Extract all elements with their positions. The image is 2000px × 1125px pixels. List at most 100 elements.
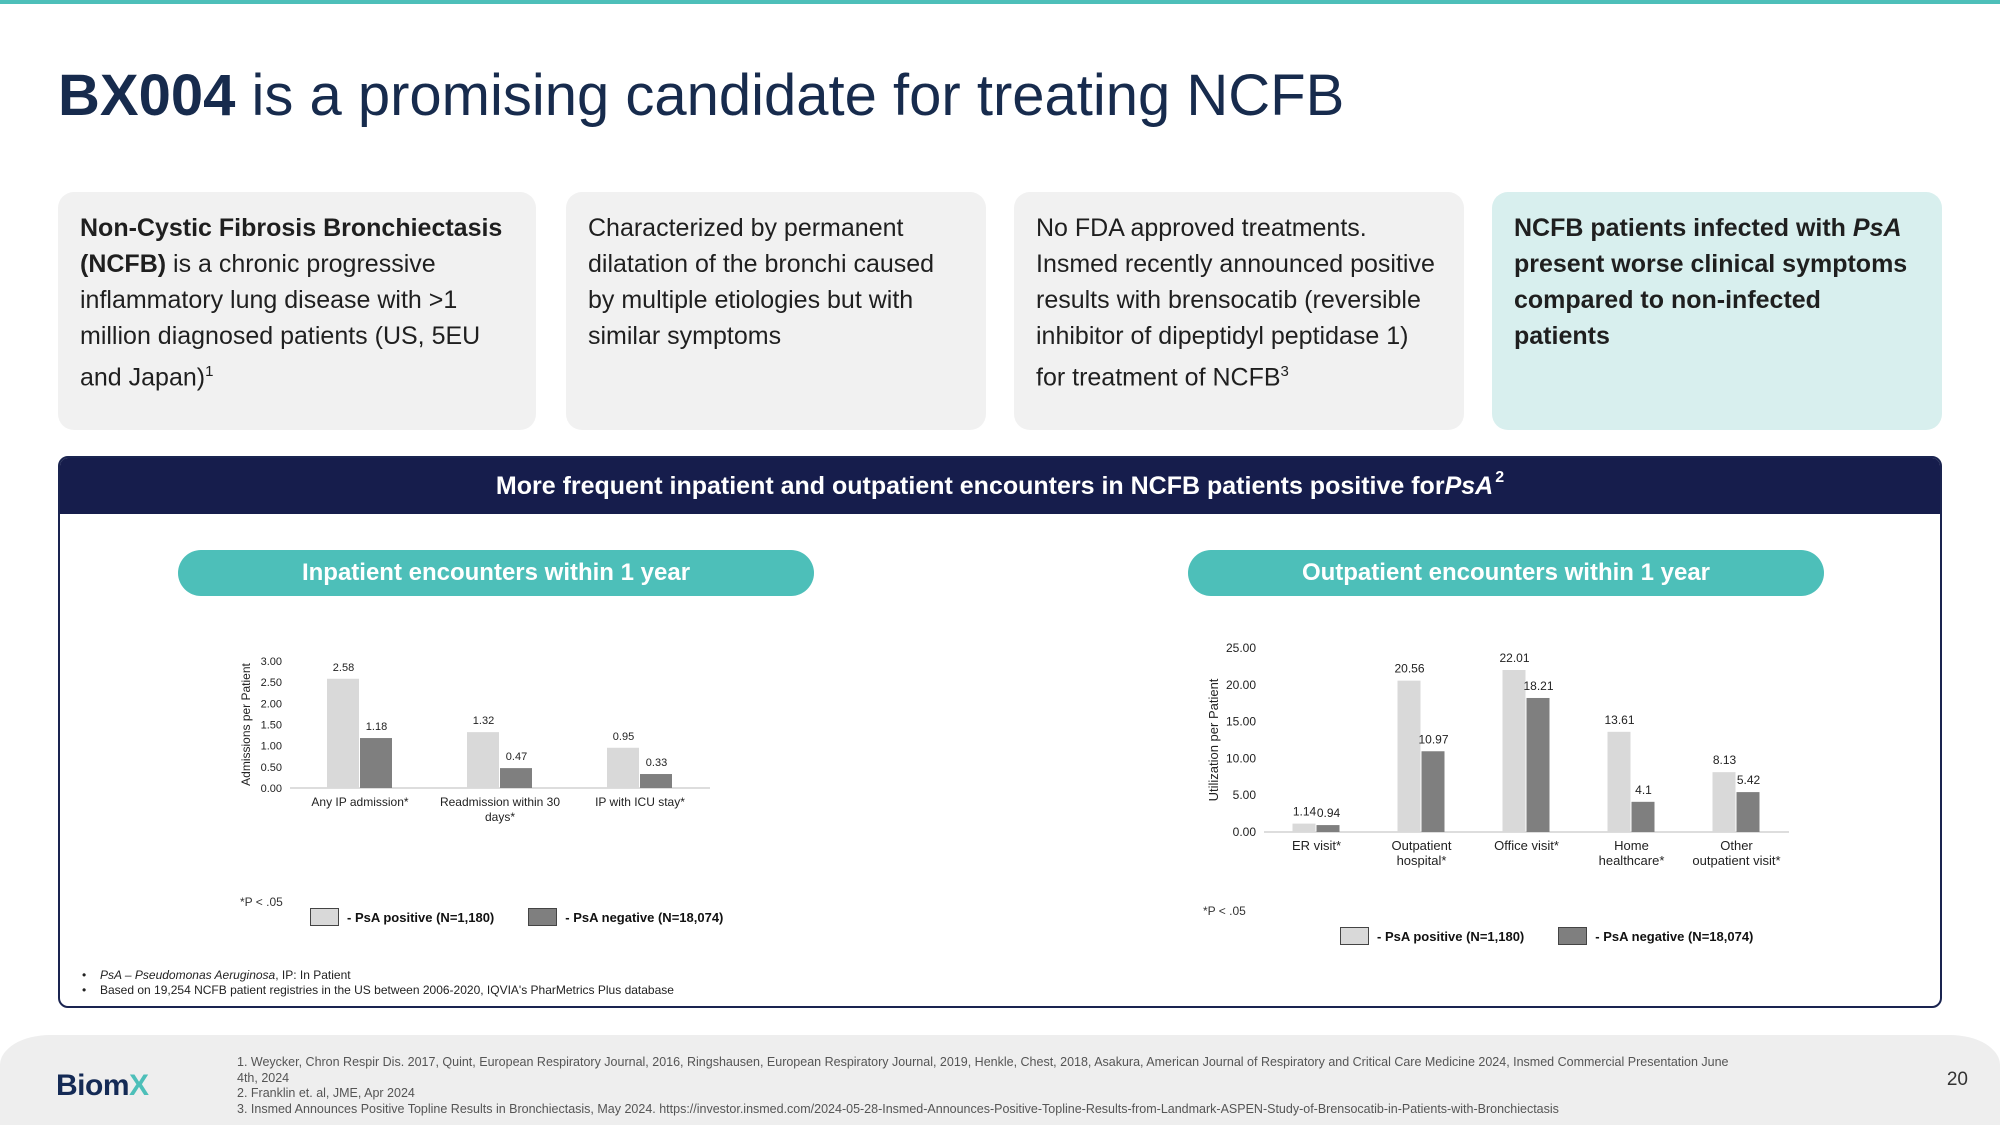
page-title: BX004 is a promising candidate for treat… bbox=[58, 62, 1344, 129]
legend-positive-label: - PsA positive (N=1,180) bbox=[1377, 928, 1525, 944]
bar bbox=[500, 768, 532, 788]
note-row: • PsA – Pseudomonas Aeruginosa, IP: In Pa… bbox=[82, 968, 351, 982]
y-axis-label: Admissions per Patient bbox=[239, 662, 253, 785]
bar bbox=[1397, 680, 1421, 832]
bar-value-label: 10.97 bbox=[1418, 732, 1448, 746]
bar bbox=[1631, 801, 1655, 832]
x-tick-label: hospital* bbox=[1397, 853, 1447, 868]
outpatient-chart-title: Outpatient encounters within 1 year bbox=[1301, 559, 1711, 586]
bar bbox=[1502, 670, 1526, 832]
bar bbox=[1292, 823, 1316, 832]
inpatient-chart-svg: Admissions per Patient 3.00 2.50 2.00 1.50 1.… bbox=[239, 656, 710, 824]
y-tick-label: 1.50 bbox=[261, 720, 282, 732]
legend-positive: - PsA positive (N=1,180) bbox=[310, 908, 494, 926]
y-tick-label: 0.00 bbox=[1233, 825, 1257, 839]
inpatient-chart: Admissions per Patient 3.00 2.50 2.00 1.50 1.… bbox=[230, 636, 830, 866]
bar bbox=[1607, 731, 1631, 832]
bar-value-label: 4.1 bbox=[1635, 783, 1652, 797]
card-4-part1: NCFB patients infected with bbox=[1514, 214, 1853, 242]
legend-negative-swatch bbox=[528, 908, 558, 926]
outpatient-chart-svg: Utilization per Patient 25.00 20.00 15.00 10… bbox=[1206, 641, 1789, 868]
y-tick-label: 20.00 bbox=[1226, 678, 1256, 692]
bar bbox=[467, 732, 499, 788]
panel-title: More frequent inpatient and outpatient e… bbox=[495, 471, 1445, 500]
encounters-panel: More frequent inpatient and outpatient e… bbox=[58, 456, 1942, 1008]
inpatient-legend: - PsA positive (N=1,180) - PsA negative … bbox=[310, 908, 757, 926]
bar-value-label: 2.58 bbox=[333, 662, 354, 674]
x-tick-label: Any IP admission* bbox=[311, 795, 408, 809]
bar bbox=[1526, 697, 1550, 832]
references: 1. Weycker, Chron Respir Dis. 2017, Quin… bbox=[237, 1055, 1737, 1117]
legend-negative-label: - PsA negative (N=18,074) bbox=[565, 909, 724, 925]
reference-3: 3. Insmed Announces Positive Topline Res… bbox=[237, 1101, 1559, 1116]
card-1-bold: Non-Cystic Fibrosis Bronchiectasis (NCFB… bbox=[80, 214, 503, 278]
legend-positive-swatch bbox=[1340, 927, 1369, 945]
legend-positive-label: - PsA positive (N=1,180) bbox=[347, 909, 495, 925]
inpatient-pvalue-note: *P < .05 bbox=[240, 895, 283, 909]
card-3-sup: 3 bbox=[1280, 363, 1289, 380]
y-tick-label: 3.00 bbox=[261, 656, 282, 668]
inpatient-chart-title: Inpatient encounters within 1 year bbox=[301, 559, 691, 586]
logo-main: Biom bbox=[56, 1069, 130, 1102]
bar bbox=[640, 774, 672, 788]
y-tick-label: 2.50 bbox=[261, 677, 282, 689]
y-tick-label: 1.00 bbox=[261, 741, 282, 753]
x-tick-label: days* bbox=[485, 810, 515, 824]
title-rest: is a promising candidate for treating NC… bbox=[235, 63, 1345, 128]
card-4-italic: PsA bbox=[1852, 214, 1902, 242]
reference-2: 2. Franklin et. al, JME, Apr 2024 bbox=[237, 1086, 415, 1100]
legend-negative-label: - PsA negative (N=18,074) bbox=[1595, 928, 1754, 944]
panel-header: More frequent inpatient and outpatient e… bbox=[60, 458, 1940, 514]
y-tick-label: 0.00 bbox=[261, 783, 282, 795]
bar bbox=[1712, 772, 1736, 832]
y-tick-label: 25.00 bbox=[1226, 641, 1256, 655]
panel-title-italic: PsA bbox=[1444, 471, 1494, 500]
outpatient-pvalue-note: *P < .05 bbox=[1203, 904, 1246, 918]
card-1-text: is a chronic progressive inflammatory lu… bbox=[80, 250, 481, 392]
card-1-sup: 1 bbox=[205, 363, 214, 380]
inpatient-pill: Inpatient encounters within 1 year bbox=[178, 550, 814, 596]
bar bbox=[327, 678, 359, 788]
x-tick-label: Other bbox=[1720, 838, 1753, 853]
bar bbox=[1316, 825, 1340, 832]
note-row: • Based on 19,254 NCFB patient registries… bbox=[82, 983, 674, 997]
bar-value-label: 13.61 bbox=[1604, 713, 1634, 727]
card-ncfb-definition: Non-Cystic Fibrosis Bronchiectasis (NCFB… bbox=[58, 192, 536, 430]
bar-value-label: 0.94 bbox=[1317, 806, 1341, 820]
note-1-text: , IP: In Patient bbox=[275, 968, 351, 982]
card-4-part2: present worse clinical symptoms compared… bbox=[1514, 250, 1908, 350]
biomx-logo: BiomX bbox=[56, 1069, 149, 1103]
y-tick-label: 15.00 bbox=[1226, 715, 1256, 729]
page-number: 20 bbox=[1946, 1069, 1968, 1090]
bar bbox=[607, 747, 639, 788]
note-1-italic: PsA – Pseudomonas Aeruginosa bbox=[100, 968, 276, 982]
x-tick-label: Outpatient bbox=[1392, 838, 1452, 853]
x-tick-label: healthcare* bbox=[1599, 853, 1665, 868]
bar bbox=[1421, 751, 1445, 832]
panel-title-sup: 2 bbox=[1495, 469, 1505, 486]
bar-value-label: 18.21 bbox=[1523, 679, 1553, 693]
y-tick-label: 2.00 bbox=[261, 698, 282, 710]
bar-value-label: 0.33 bbox=[646, 757, 667, 769]
outpatient-chart: Utilization per Patient 25.00 20.00 15.00 10… bbox=[1198, 616, 1898, 886]
bar-value-label: 0.95 bbox=[613, 731, 634, 743]
outpatient-pill: Outpatient encounters within 1 year bbox=[1188, 550, 1824, 596]
bar-value-label: 20.56 bbox=[1394, 662, 1424, 676]
card-2-text: Characterized by permanent dilatation of… bbox=[588, 214, 935, 350]
x-tick-label: IP with ICU stay* bbox=[595, 795, 685, 809]
bar-value-label: 1.32 bbox=[473, 715, 494, 727]
card-3-text: No FDA approved treatments. Insmed recen… bbox=[1036, 214, 1435, 392]
x-tick-label: Readmission within 30 bbox=[440, 795, 560, 809]
top-accent-line bbox=[0, 0, 2000, 4]
legend-negative: - PsA negative (N=18,074) bbox=[1558, 927, 1753, 945]
bar-value-label: 0.47 bbox=[506, 751, 527, 763]
note-2-text: Based on 19,254 NCFB patient registries … bbox=[100, 983, 674, 997]
footer: BiomX 1. Weycker, Chron Respir Dis. 2017… bbox=[0, 1035, 2000, 1125]
legend-positive: - PsA positive (N=1,180) bbox=[1340, 927, 1524, 945]
y-tick-label: 10.00 bbox=[1226, 751, 1256, 765]
bar-value-label: 22.01 bbox=[1499, 651, 1529, 665]
bar-value-label: 1.14 bbox=[1293, 805, 1317, 819]
bar bbox=[1736, 792, 1760, 832]
y-tick-label: 5.00 bbox=[1233, 788, 1257, 802]
legend-positive-swatch bbox=[310, 908, 339, 926]
